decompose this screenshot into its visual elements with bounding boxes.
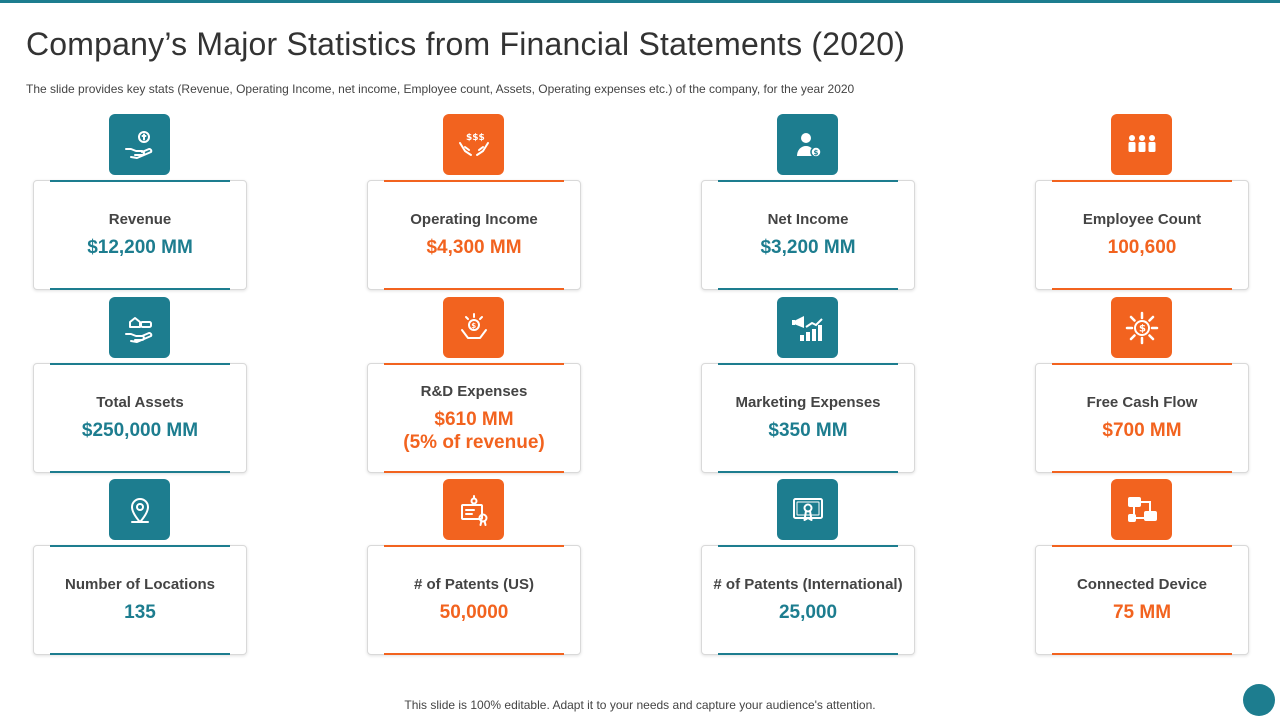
- stat-value: $4,300 MM: [426, 237, 522, 258]
- card-bottom-line: [384, 653, 564, 655]
- stat-card: Employee Count 100,600: [1035, 180, 1249, 290]
- hand-house-car-icon: [109, 297, 170, 358]
- stat-tile-connected-device: Connected Device 75 MM: [1035, 479, 1249, 655]
- card-top-line: [718, 545, 898, 547]
- page-title: Company’s Major Statistics from Financia…: [26, 26, 906, 62]
- stat-label: # of Patents (International): [713, 576, 903, 593]
- card-top-line: [50, 545, 230, 547]
- top-accent-bar: [0, 0, 1280, 3]
- stat-label: # of Patents (US): [413, 576, 534, 593]
- svg-text:$: $: [813, 149, 818, 157]
- stat-card: Connected Device 75 MM: [1035, 545, 1249, 655]
- card-bottom-line: [50, 471, 230, 473]
- footer-note: This slide is 100% editable. Adapt it to…: [404, 698, 876, 712]
- card-bottom-line: [718, 653, 898, 655]
- stat-value: $350 MM: [768, 420, 848, 441]
- stat-value: 50,0000: [439, 602, 509, 623]
- people-group-icon: [1111, 114, 1172, 175]
- stat-card: Marketing Expenses $350 MM: [701, 363, 915, 473]
- businessman-dollar-icon: $: [777, 114, 838, 175]
- patent-certificate-icon: [443, 479, 504, 540]
- megaphone-chart-icon: [777, 297, 838, 358]
- card-bottom-line: [384, 471, 564, 473]
- stat-card: Total Assets $250,000 MM: [33, 363, 247, 473]
- stat-card: Revenue $12,200 MM: [33, 180, 247, 290]
- stat-value-note: (5% of revenue): [403, 431, 545, 453]
- stat-label: Operating Income: [410, 211, 538, 228]
- stat-label: Free Cash Flow: [1086, 394, 1198, 411]
- card-bottom-line: [50, 653, 230, 655]
- stat-card: Number of Locations 135: [33, 545, 247, 655]
- hand-money-icon: [109, 114, 170, 175]
- stat-label: Total Assets: [96, 394, 184, 411]
- stat-card: Operating Income $4,300 MM: [367, 180, 581, 290]
- card-bottom-line: [1052, 653, 1232, 655]
- card-top-line: [384, 180, 564, 182]
- card-top-line: [384, 363, 564, 365]
- card-top-line: [1052, 545, 1232, 547]
- map-pin-icon: [109, 479, 170, 540]
- svg-text:$: $: [1139, 323, 1146, 334]
- stat-card: Net Income $3,200 MM: [701, 180, 915, 290]
- gear-dollar-icon: $: [1111, 297, 1172, 358]
- stat-label: Revenue: [108, 211, 172, 228]
- stat-value: $250,000 MM: [81, 420, 199, 441]
- card-bottom-line: [1052, 471, 1232, 473]
- page-subtitle: The slide provides key stats (Revenue, O…: [26, 82, 855, 96]
- stat-label: Marketing Expenses: [735, 394, 881, 411]
- card-top-line: [1052, 180, 1232, 182]
- stat-tile-total-assets: Total Assets $250,000 MM: [33, 297, 247, 473]
- card-bottom-line: [718, 288, 898, 290]
- card-bottom-line: [384, 288, 564, 290]
- lightbulb-dollar-icon: $: [443, 297, 504, 358]
- stat-label: R&D Expenses: [420, 382, 528, 400]
- stat-tile-revenue: Revenue $12,200 MM: [33, 114, 247, 290]
- stat-label: Net Income: [767, 211, 849, 228]
- card-bottom-line: [718, 471, 898, 473]
- card-bottom-line: [50, 288, 230, 290]
- stat-card: # of Patents (US) 50,0000: [367, 545, 581, 655]
- certificate-icon: [777, 479, 838, 540]
- corner-dot: [1243, 684, 1275, 716]
- svg-text:$: $: [471, 322, 476, 330]
- stat-tile-free-cash-flow: $ Free Cash Flow $700 MM: [1035, 297, 1249, 473]
- stat-value: $610 MM: [434, 408, 514, 430]
- card-top-line: [718, 180, 898, 182]
- stat-label: Connected Device: [1076, 576, 1208, 593]
- card-top-line: [50, 363, 230, 365]
- network-devices-icon: [1111, 479, 1172, 540]
- stat-value: 75 MM: [1112, 602, 1172, 623]
- stat-tile-employee-count: Employee Count 100,600: [1035, 114, 1249, 290]
- card-top-line: [1052, 363, 1232, 365]
- card-top-line: [50, 180, 230, 182]
- stat-value: 135: [124, 602, 156, 623]
- stat-card: # of Patents (International) 25,000: [701, 545, 915, 655]
- stat-value: 100,600: [1107, 237, 1177, 258]
- stat-tile-operating-income: $$$ Operating Income $4,300 MM: [367, 114, 581, 290]
- stat-value: 25,000: [778, 602, 838, 623]
- card-bottom-line: [1052, 288, 1232, 290]
- card-top-line: [384, 545, 564, 547]
- stat-tile-patents-international: # of Patents (International) 25,000: [701, 479, 915, 655]
- stat-card: R&D Expenses $610 MM (5% of revenue): [367, 363, 581, 473]
- stat-label: Number of Locations: [64, 576, 215, 593]
- card-top-line: [718, 363, 898, 365]
- svg-text:$$$: $$$: [466, 133, 485, 143]
- stat-tile-rd-expenses: $ R&D Expenses $610 MM (5% of revenue): [367, 297, 581, 473]
- stat-value: $3,200 MM: [760, 237, 856, 258]
- stat-value: $12,200 MM: [87, 237, 193, 258]
- stat-tile-marketing-expenses: Marketing Expenses $350 MM: [701, 297, 915, 473]
- stat-value: $700 MM: [1102, 420, 1182, 441]
- stat-tile-number-of-locations: Number of Locations 135: [33, 479, 247, 655]
- hands-dollar-icon: $$$: [443, 114, 504, 175]
- stat-label: Employee Count: [1082, 211, 1202, 228]
- stat-tile-patents-us: # of Patents (US) 50,0000: [367, 479, 581, 655]
- stat-tile-net-income: $ Net Income $3,200 MM: [701, 114, 915, 290]
- stat-card: Free Cash Flow $700 MM: [1035, 363, 1249, 473]
